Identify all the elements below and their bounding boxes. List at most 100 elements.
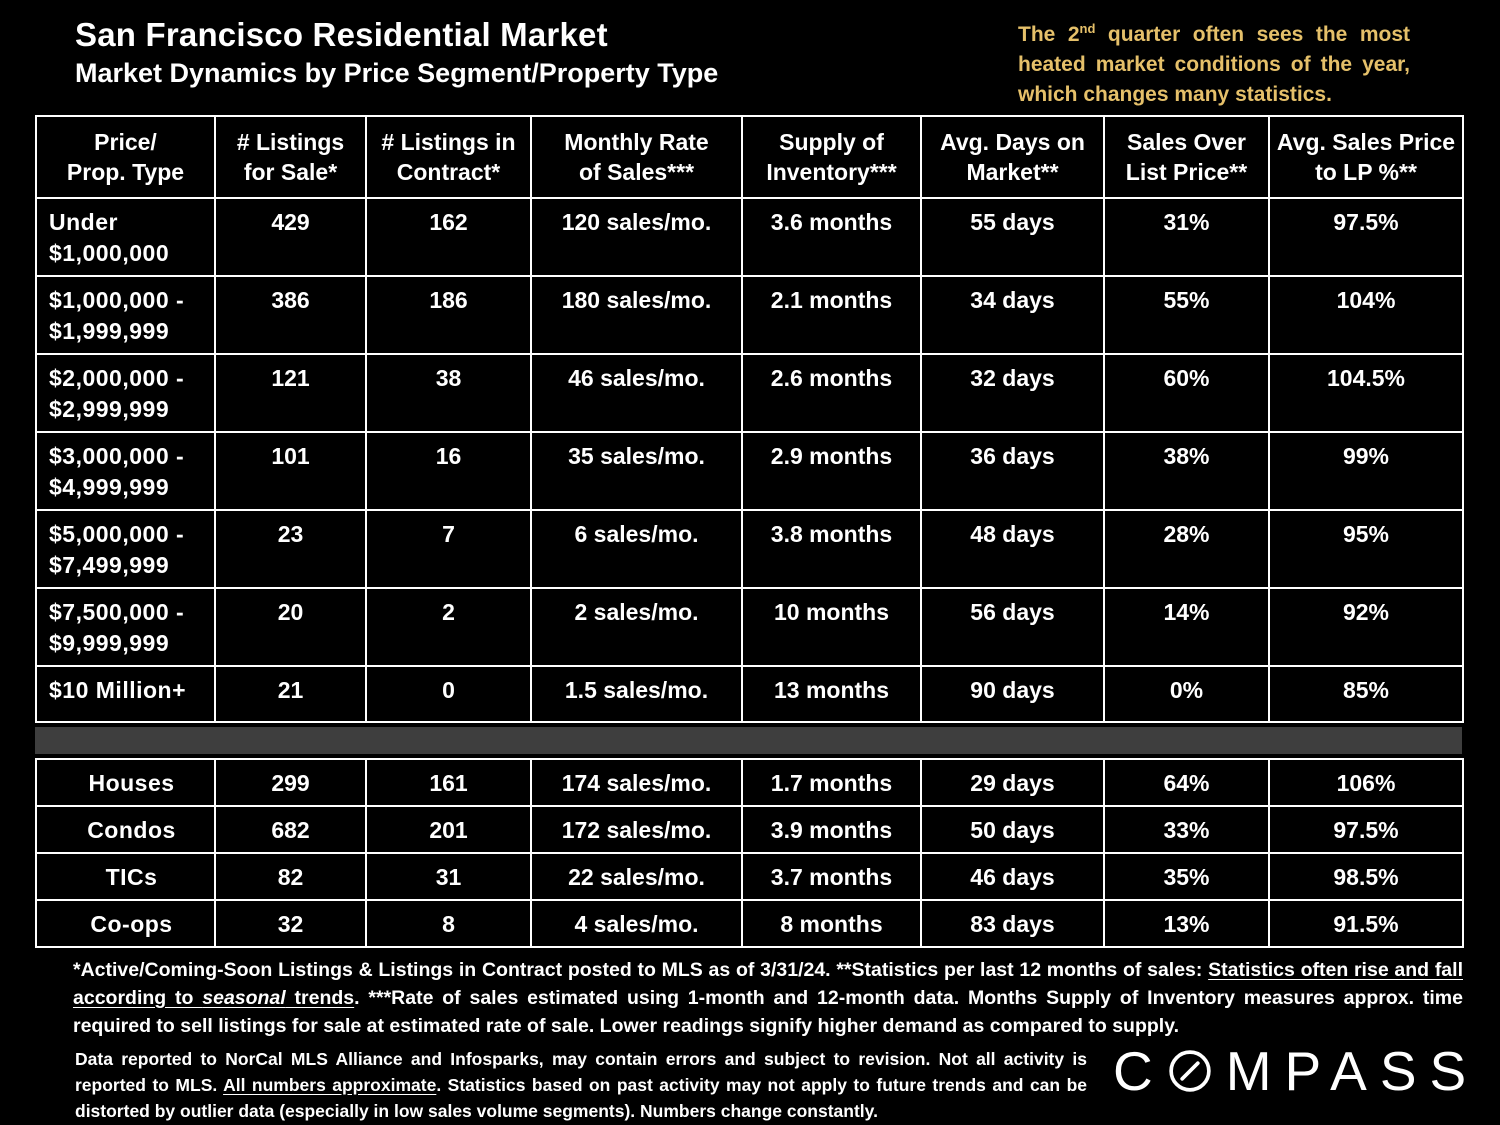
cell-monthly-rate: 1.5 sales/mo. (530, 665, 743, 723)
row-label: $1,000,000 - $1,999,999 (35, 275, 216, 355)
cell-supply: 2.6 months (741, 353, 922, 433)
footnote-2-text: Data reported to NorCal MLS Alliance and… (75, 1049, 1087, 1095)
footnote-1-text: *Active/Coming-Soon Listings & Listings … (73, 959, 1209, 981)
cell-listings-for-sale: 121 (214, 353, 367, 433)
table-row: Under $1,000,000 429 162 120 sales/mo. 3… (35, 197, 1464, 277)
cell-days-on-market: 50 days (920, 805, 1105, 854)
footnote-2-text-2: . Statistics based on past activity may … (75, 1075, 1087, 1121)
cell-days-on-market: 48 days (920, 509, 1105, 589)
cell-monthly-rate: 2 sales/mo. (530, 587, 743, 667)
market-table-wrap: Price/ Prop. Type # Listings for Sale* #… (35, 115, 1464, 948)
cell-sales-over-list: 13% (1103, 899, 1270, 948)
cell-days-on-market: 36 days (920, 431, 1105, 511)
cell-sp-to-lp: 92% (1268, 587, 1464, 667)
table-header-row: Price/ Prop. Type # Listings for Sale* #… (35, 115, 1464, 199)
table-row: Houses 299 161 174 sales/mo. 1.7 months … (35, 758, 1464, 807)
cell-days-on-market: 46 days (920, 852, 1105, 901)
cell-supply: 3.6 months (741, 197, 922, 277)
cell-listings-in-contract: 186 (365, 275, 532, 355)
quarter-note: The 2nd quarter often sees the most heat… (1018, 20, 1410, 110)
row-label: $3,000,000 - $4,999,999 (35, 431, 216, 511)
cell-monthly-rate: 180 sales/mo. (530, 275, 743, 355)
row-label: Houses (35, 758, 216, 807)
row-label: Co-ops (35, 899, 216, 948)
cell-sales-over-list: 31% (1103, 197, 1270, 277)
cell-supply: 3.8 months (741, 509, 922, 589)
cell-monthly-rate: 46 sales/mo. (530, 353, 743, 433)
cell-listings-in-contract: 2 (365, 587, 532, 667)
cell-sp-to-lp: 95% (1268, 509, 1464, 589)
cell-supply: 2.1 months (741, 275, 922, 355)
cell-sales-over-list: 0% (1103, 665, 1270, 723)
cell-listings-for-sale: 21 (214, 665, 367, 723)
footnote-2-underlined: All numbers approximate (223, 1075, 437, 1095)
row-label: TICs (35, 852, 216, 901)
cell-listings-in-contract: 31 (365, 852, 532, 901)
table-row: $10 Million+ 21 0 1.5 sales/mo. 13 month… (35, 665, 1464, 723)
cell-sp-to-lp: 85% (1268, 665, 1464, 723)
cell-supply: 10 months (741, 587, 922, 667)
section-separator-bar (35, 727, 1462, 754)
cell-days-on-market: 55 days (920, 197, 1105, 277)
col-header-supply-inventory: Supply of Inventory*** (741, 115, 922, 199)
row-label: $10 Million+ (35, 665, 216, 723)
cell-sp-to-lp: 106% (1268, 758, 1464, 807)
row-label: Under $1,000,000 (35, 197, 216, 277)
cell-listings-for-sale: 429 (214, 197, 367, 277)
cell-listings-in-contract: 16 (365, 431, 532, 511)
cell-days-on-market: 29 days (920, 758, 1105, 807)
cell-days-on-market: 56 days (920, 587, 1105, 667)
cell-listings-in-contract: 0 (365, 665, 532, 723)
property-type-table: Houses 299 161 174 sales/mo. 1.7 months … (35, 758, 1464, 948)
cell-monthly-rate: 22 sales/mo. (530, 852, 743, 901)
quarter-note-prefix: The 2 (1018, 23, 1080, 46)
row-label: Condos (35, 805, 216, 854)
table-row: Co-ops 32 8 4 sales/mo. 8 months 83 days… (35, 899, 1464, 948)
cell-listings-in-contract: 161 (365, 758, 532, 807)
cell-sp-to-lp: 97.5% (1268, 805, 1464, 854)
quarter-note-rest: quarter often sees the most heated marke… (1018, 23, 1411, 106)
cell-listings-for-sale: 386 (214, 275, 367, 355)
cell-listings-for-sale: 682 (214, 805, 367, 854)
cell-listings-for-sale: 299 (214, 758, 367, 807)
cell-sp-to-lp: 99% (1268, 431, 1464, 511)
cell-listings-for-sale: 20 (214, 587, 367, 667)
col-header-price-prop-type: Price/ Prop. Type (35, 115, 216, 199)
cell-supply: 1.7 months (741, 758, 922, 807)
cell-monthly-rate: 6 sales/mo. (530, 509, 743, 589)
table-row: $3,000,000 - $4,999,999 101 16 35 sales/… (35, 431, 1464, 511)
cell-monthly-rate: 174 sales/mo. (530, 758, 743, 807)
col-header-monthly-rate: Monthly Rate of Sales*** (530, 115, 743, 199)
cell-monthly-rate: 172 sales/mo. (530, 805, 743, 854)
compass-logo-text-pre: C (1113, 1039, 1166, 1102)
title-block: San Francisco Residential Market Market … (75, 16, 718, 89)
page-subtitle: Market Dynamics by Price Segment/Propert… (75, 58, 719, 88)
row-label: $7,500,000 - $9,999,999 (35, 587, 216, 667)
cell-sales-over-list: 33% (1103, 805, 1270, 854)
row-label: $5,000,000 - $7,499,999 (35, 509, 216, 589)
col-header-listings-for-sale: # Listings for Sale* (214, 115, 367, 199)
cell-listings-for-sale: 101 (214, 431, 367, 511)
cell-supply: 2.9 months (741, 431, 922, 511)
cell-sales-over-list: 35% (1103, 852, 1270, 901)
table-row: TICs 82 31 22 sales/mo. 3.7 months 46 da… (35, 852, 1464, 901)
price-segment-table: Price/ Prop. Type # Listings for Sale* #… (35, 115, 1464, 723)
cell-sales-over-list: 55% (1103, 275, 1270, 355)
cell-sp-to-lp: 104.5% (1268, 353, 1464, 433)
cell-sales-over-list: 14% (1103, 587, 1270, 667)
cell-listings-in-contract: 201 (365, 805, 532, 854)
compass-logo: C MPASS (1113, 1039, 1466, 1102)
cell-days-on-market: 32 days (920, 353, 1105, 433)
cell-days-on-market: 83 days (920, 899, 1105, 948)
cell-listings-in-contract: 38 (365, 353, 532, 433)
cell-listings-in-contract: 7 (365, 509, 532, 589)
page-title: San Francisco Residential Market (75, 16, 608, 53)
cell-listings-in-contract: 8 (365, 899, 532, 948)
footnote-primary: *Active/Coming-Soon Listings & Listings … (73, 956, 1463, 1040)
cell-sp-to-lp: 97.5% (1268, 197, 1464, 277)
footnote-1-text-2: . ***Rate of sales estimated using 1-mon… (73, 987, 1463, 1037)
table-row: $2,000,000 - $2,999,999 121 38 46 sales/… (35, 353, 1464, 433)
quarter-note-superscript: nd (1079, 21, 1096, 36)
cell-days-on-market: 34 days (920, 275, 1105, 355)
cell-supply: 3.7 months (741, 852, 922, 901)
